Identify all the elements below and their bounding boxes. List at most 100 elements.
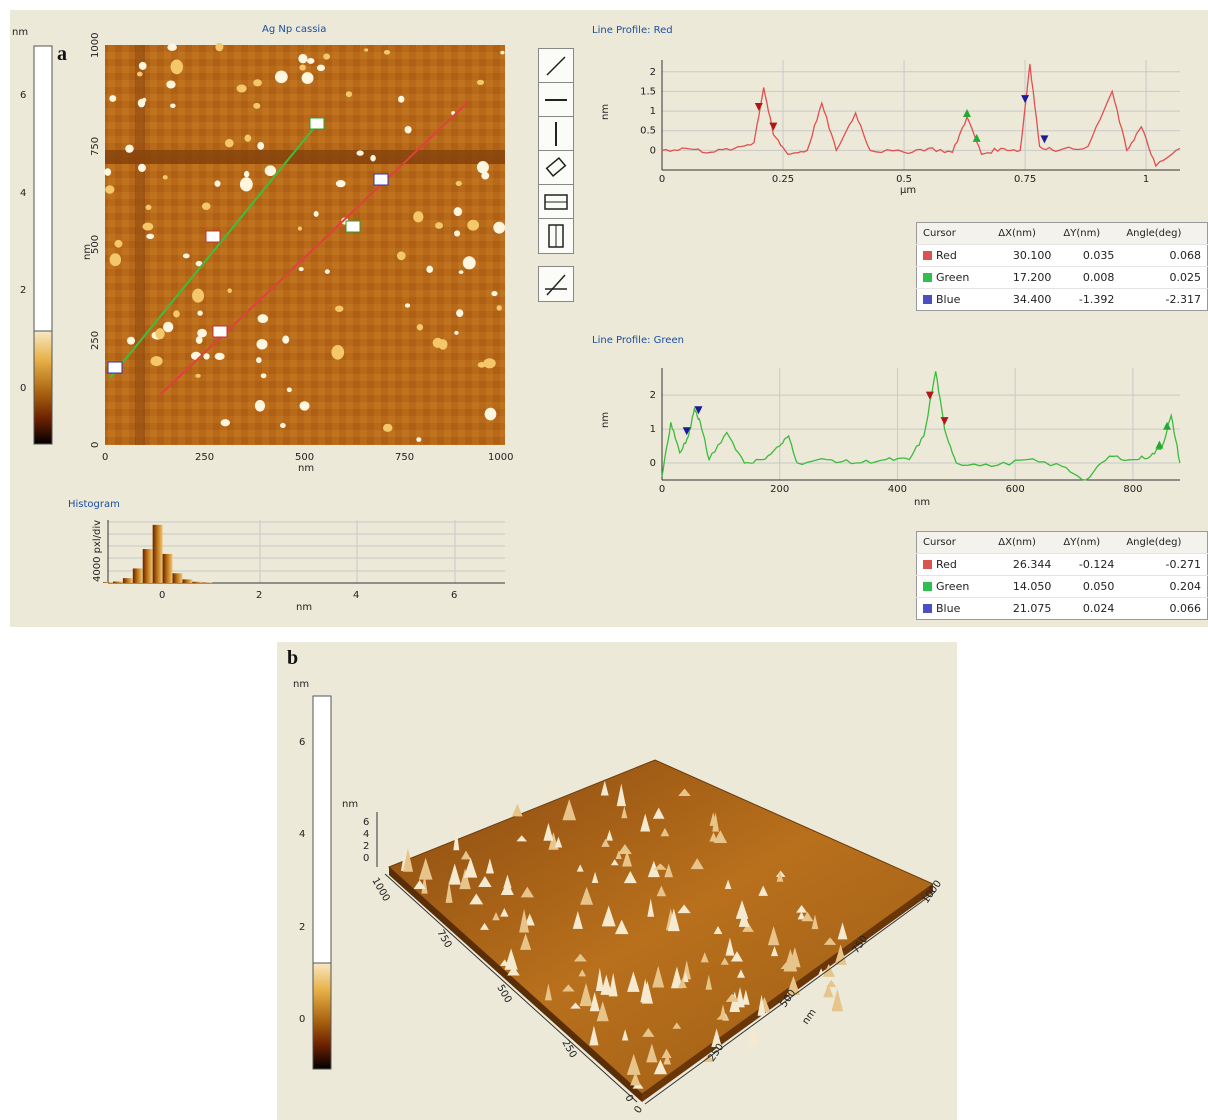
surface-peak (811, 914, 819, 930)
green-profile-x-unit: nm (914, 497, 930, 508)
surface-peak (713, 830, 728, 844)
afm-x-ticks: 0 250 500 750 1000 (102, 452, 513, 463)
profile-cursor-marker[interactable] (1163, 421, 1172, 430)
surface-peak (735, 987, 745, 1008)
surface-peak (831, 988, 844, 1012)
surface-peak (460, 850, 472, 860)
afm-particle (455, 180, 462, 186)
surface-peak (801, 911, 814, 922)
afm-image-title: Ag Np cassia (262, 24, 326, 35)
table-header: ΔX(nm) (992, 531, 1058, 554)
afm-particle (114, 239, 123, 248)
surface-peak (601, 905, 616, 927)
profile-cursor-marker[interactable] (1040, 135, 1049, 144)
surface-peak (663, 1053, 672, 1065)
profile-cursor-marker[interactable] (972, 133, 981, 142)
surface-peak (627, 971, 640, 992)
surface-peak (572, 911, 583, 929)
green-profile-line[interactable] (109, 122, 319, 379)
profile-cursor-marker[interactable] (1021, 95, 1030, 104)
surface-peak (610, 859, 619, 866)
green-swatch (923, 273, 932, 282)
left-axis-tick: 0 (622, 1093, 635, 1104)
right-axis-tick: 0 (632, 1104, 645, 1116)
horizontal-line-tool-button[interactable] (538, 82, 574, 118)
colorbar-ticks: 6 4 2 0 (20, 90, 26, 394)
rotated-rectangle-tool-button[interactable] (538, 150, 574, 186)
afm-x-axis-unit: nm (298, 463, 314, 474)
angle-tool-button[interactable] (538, 266, 574, 302)
green-cursor-marker[interactable] (345, 220, 361, 233)
red-cursor-marker[interactable] (212, 325, 228, 338)
afm-particles (104, 42, 506, 442)
left-axis-tick: 1000 (369, 876, 391, 904)
afm-3d-surface[interactable] (388, 759, 934, 1102)
profile-cursor-marker[interactable] (1155, 440, 1164, 449)
profile-cursor-marker[interactable] (962, 108, 971, 117)
surface-peak (682, 971, 689, 983)
red-profile-line[interactable] (159, 101, 469, 396)
surface-peak (519, 908, 530, 933)
afm-x-tick: 250 (195, 452, 214, 463)
surface-peak (626, 1053, 641, 1075)
histogram-x-tick: 2 (256, 590, 262, 601)
table-row[interactable]: Red 26.344 -0.124 -0.271 (916, 553, 1208, 576)
afm-particle (182, 253, 190, 259)
afm-particle (335, 180, 346, 188)
table-row[interactable]: Blue 21.075 0.024 0.066 (916, 597, 1208, 620)
afm-particle (299, 64, 306, 71)
afm-particle (364, 48, 369, 52)
profile-cursor-marker[interactable] (769, 122, 778, 131)
red-profile-x-unit: µm (900, 185, 916, 196)
blue-cursor-marker[interactable] (107, 361, 123, 374)
table-row[interactable]: Blue 34.400 -1.392 -2.317 (916, 288, 1208, 311)
surface-peak (682, 960, 691, 980)
horizontal-box-tool-button[interactable] (538, 184, 574, 220)
colorbar-b-tick: 2 (299, 922, 305, 933)
surface-peak (667, 908, 680, 932)
table-row[interactable]: Red 30.100 0.035 0.068 (916, 244, 1208, 267)
surface-peak (615, 850, 622, 859)
vertical-line-tool-button[interactable] (538, 116, 574, 152)
histogram-x-unit: nm (296, 602, 312, 613)
table-row[interactable]: Green 17.200 0.008 0.025 (916, 266, 1208, 289)
afm-particle (370, 154, 376, 162)
cursor-name: Blue (936, 602, 961, 615)
delta-x: 21.075 (992, 597, 1058, 620)
surface-peak (780, 962, 792, 969)
red-cursor-marker[interactable] (205, 230, 221, 243)
profile-cursor-marker[interactable] (925, 391, 934, 400)
colorbar-tick: 2 (20, 285, 26, 296)
right-axis-unit: nm (800, 1007, 818, 1026)
green-cursor-marker[interactable] (309, 117, 325, 130)
surface-peak (623, 870, 637, 884)
surface-peak (600, 780, 609, 796)
histogram-bar (132, 568, 143, 583)
afm-particle (282, 335, 290, 344)
profile-cursor-marker[interactable] (694, 406, 703, 415)
blue-cursor-marker[interactable] (373, 173, 389, 186)
cursor-name: Green (936, 271, 970, 284)
afm-topography-image[interactable] (104, 42, 506, 445)
afm-particle (383, 49, 391, 55)
vertical-box-tool-button[interactable] (538, 218, 574, 254)
surface-peak (837, 922, 848, 940)
z-tick: 2 (363, 841, 369, 852)
afm-particle (195, 260, 203, 267)
profile-cursor-marker[interactable] (940, 417, 949, 426)
line-tool-button[interactable] (538, 48, 574, 84)
afm-particle (331, 345, 345, 360)
profile-cursor-marker[interactable] (682, 427, 691, 436)
panel-a: a nm 6 4 2 0 Ag Np cassia (10, 10, 1208, 627)
afm-particle (243, 170, 250, 178)
afm-particle (239, 177, 253, 192)
surface-peak (589, 992, 600, 1012)
profile-cursor-marker[interactable] (754, 103, 763, 111)
surface-peak (630, 1071, 641, 1086)
surface-peak (709, 832, 718, 842)
y-tick-label: 1 (650, 106, 656, 117)
blue-swatch (923, 295, 932, 304)
afm-particle (260, 373, 267, 379)
table-row[interactable]: Green 14.050 0.050 0.204 (916, 575, 1208, 598)
x-tick-label: 600 (1006, 484, 1025, 495)
